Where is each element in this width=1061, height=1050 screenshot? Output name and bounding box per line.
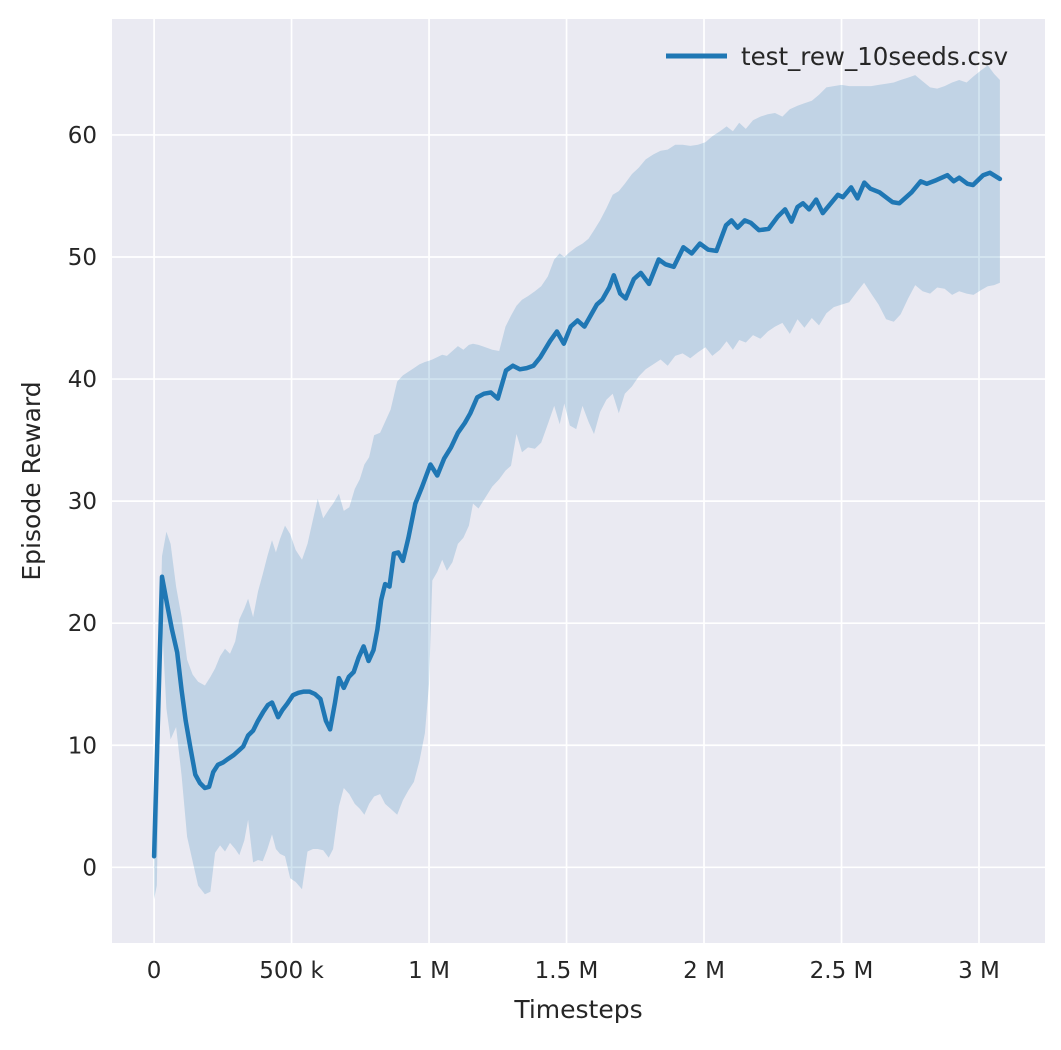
y-tick-label: 10	[68, 733, 97, 759]
y-tick-label: 20	[68, 611, 97, 637]
y-tick-label: 60	[68, 123, 97, 149]
x-tick-label: 0	[147, 958, 162, 984]
y-axis-label: Episode Reward	[17, 381, 46, 580]
x-tick-label: 2.5 M	[810, 958, 874, 984]
plot-area	[112, 19, 1045, 943]
y-tick-label: 50	[68, 245, 97, 271]
legend-label: test_rew_10seeds.csv	[741, 42, 1008, 71]
y-tick-label: 40	[68, 367, 97, 393]
x-tick-label: 500 k	[259, 958, 324, 984]
y-tick-label: 30	[68, 489, 97, 515]
x-tick-label: 1.5 M	[535, 958, 599, 984]
confidence-band	[154, 65, 1000, 900]
x-tick-label: 3 M	[958, 958, 1000, 984]
x-axis-label: Timesteps	[513, 995, 642, 1024]
mean-reward-line	[151, 170, 1003, 859]
x-tick-label: 1 M	[408, 958, 450, 984]
y-tick-label: 0	[82, 855, 97, 881]
x-tick-label: 2 M	[683, 958, 725, 984]
